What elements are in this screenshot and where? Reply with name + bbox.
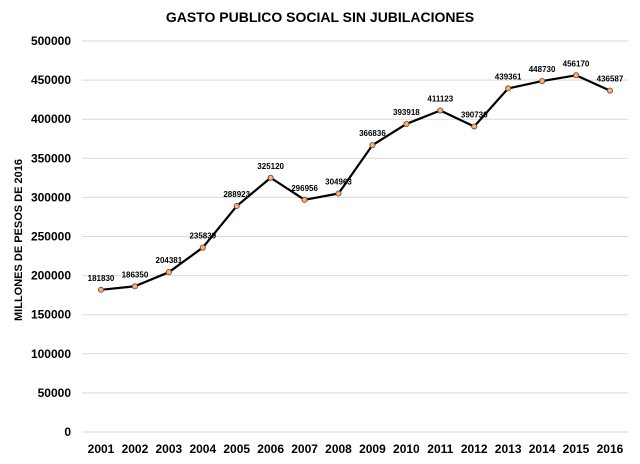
x-axis-ticks: 2001 2002 2003 2004 2005 2006 2007 2008 2009 2010… xyxy=(88,442,624,456)
y-tick-label: 300000 xyxy=(31,190,71,204)
data-label: 411123 xyxy=(427,95,453,104)
data-point xyxy=(233,203,240,210)
data-point xyxy=(199,244,206,251)
gridlines xyxy=(82,40,628,433)
y-tick-label: 200000 xyxy=(31,269,71,283)
data-point xyxy=(471,123,478,130)
y-tick-label: 50000 xyxy=(38,386,72,400)
x-tick-label: 2001 xyxy=(88,442,115,456)
y-axis-ticks: 0 50000 100000 150000 200000 250000 300000 3500… xyxy=(31,34,71,439)
y-tick-label: 450000 xyxy=(31,73,71,87)
y-tick-label: 250000 xyxy=(31,230,71,244)
x-tick-label: 2008 xyxy=(325,442,352,456)
x-tick-label: 2006 xyxy=(257,442,284,456)
data-point xyxy=(573,72,580,79)
data-label: 456170 xyxy=(563,59,590,68)
data-point xyxy=(606,87,613,94)
x-tick-label: 2015 xyxy=(563,442,590,456)
x-tick-label: 2003 xyxy=(156,442,183,456)
data-point xyxy=(403,120,410,127)
x-tick-label: 2011 xyxy=(427,442,453,456)
y-tick-label: 100000 xyxy=(31,347,71,361)
x-tick-label: 2005 xyxy=(223,442,250,456)
y-tick-label: 0 xyxy=(64,425,71,439)
x-tick-label: 2013 xyxy=(495,442,522,456)
data-label: 304963 xyxy=(325,178,352,187)
x-tick-label: 2007 xyxy=(291,442,318,456)
data-label: 448730 xyxy=(529,65,556,74)
x-tick-label: 2009 xyxy=(359,442,386,456)
data-label: 366836 xyxy=(359,129,386,138)
series-line xyxy=(100,74,611,291)
y-tick-label: 400000 xyxy=(31,112,71,126)
chart-title: GASTO PUBLICO SOCIAL SIN JUBILACIONES xyxy=(166,9,474,25)
data-label: 288923 xyxy=(223,190,250,199)
x-tick-label: 2010 xyxy=(393,442,420,456)
x-tick-label: 2012 xyxy=(461,442,488,456)
data-label: 181830 xyxy=(88,274,115,283)
data-label: 204381 xyxy=(156,256,183,265)
x-tick-label: 2016 xyxy=(597,442,624,456)
data-point xyxy=(301,196,308,203)
data-label: 393918 xyxy=(393,108,420,117)
y-axis-label: MILLONES DE PESOS DE 2016 xyxy=(13,159,25,321)
x-tick-label: 2004 xyxy=(189,442,216,456)
data-point xyxy=(369,142,376,149)
y-tick-label: 350000 xyxy=(31,151,71,165)
data-label: 439361 xyxy=(495,72,522,81)
data-point xyxy=(98,286,105,293)
data-label: 235839 xyxy=(189,232,216,241)
data-point xyxy=(505,85,512,92)
data-label: 390730 xyxy=(461,110,488,119)
data-point xyxy=(267,174,274,181)
data-point xyxy=(539,78,546,85)
data-point xyxy=(165,269,172,276)
x-tick-label: 2002 xyxy=(122,442,149,456)
data-point xyxy=(437,107,444,114)
data-labels: 181830 186350 204381 235839 288923 325120 2969… xyxy=(88,59,624,283)
data-label: 186350 xyxy=(122,270,149,279)
y-tick-label: 150000 xyxy=(31,308,71,322)
x-tick-label: 2014 xyxy=(529,442,556,456)
data-label: 436587 xyxy=(597,75,624,84)
data-point xyxy=(335,190,342,197)
data-label: 325120 xyxy=(257,162,284,171)
data-label: 296956 xyxy=(291,184,318,193)
series-layer xyxy=(98,72,613,293)
data-point xyxy=(131,283,138,290)
y-tick-label: 500000 xyxy=(31,34,71,48)
